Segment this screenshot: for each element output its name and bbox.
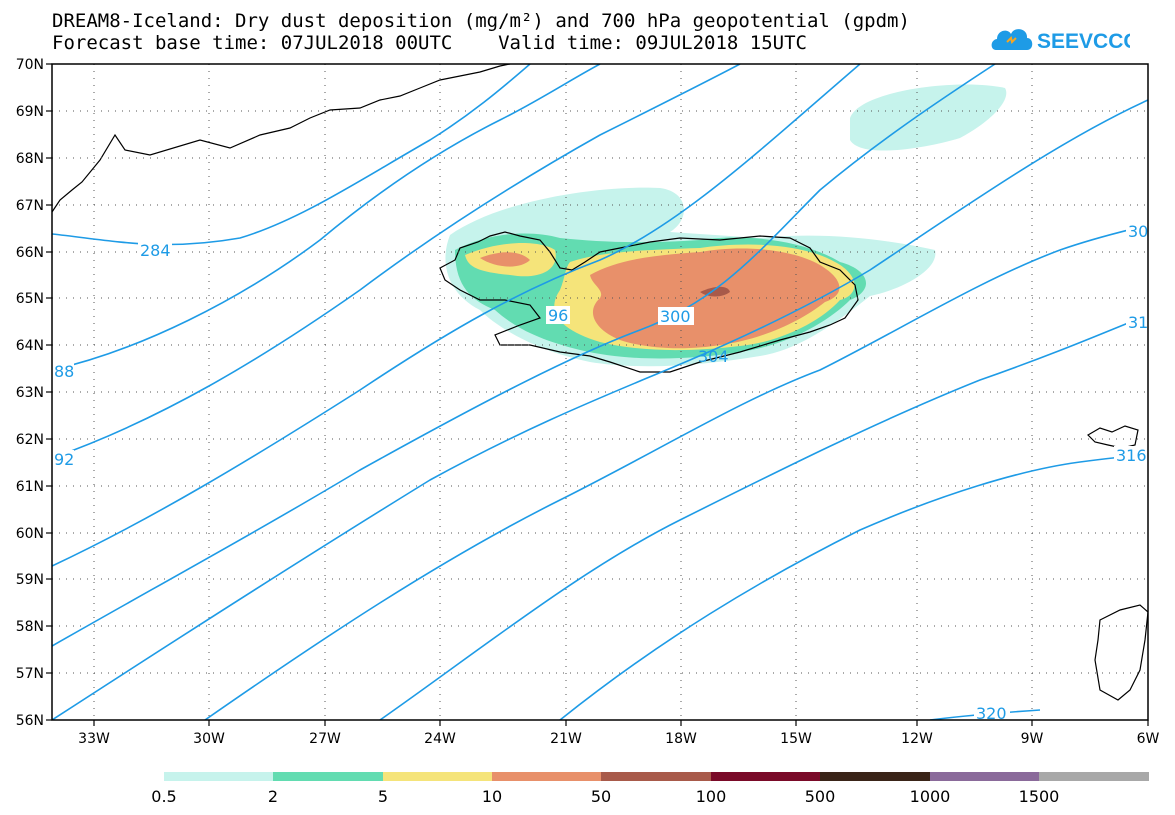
lat-label: 61N	[16, 479, 44, 495]
contour-label: 320	[976, 704, 1007, 723]
contour-label: 316	[1116, 446, 1147, 465]
contour-line	[52, 64, 741, 459]
lon-label: 21W	[550, 731, 582, 747]
contour-line	[559, 454, 1148, 720]
lat-label: 69N	[16, 104, 44, 120]
lat-label: 66N	[16, 245, 44, 261]
legend-label: 0.5	[151, 787, 176, 806]
legend-label: 2	[268, 787, 278, 806]
contour-label: 31	[1128, 313, 1148, 332]
legend-label: 100	[696, 787, 727, 806]
legend-label: 5	[378, 787, 388, 806]
legend-swatch	[820, 772, 930, 781]
legend-swatch	[273, 772, 383, 781]
legend-swatch	[930, 772, 1040, 781]
map-title-line2: Forecast base time: 07JUL2018 00UTC Vali…	[52, 32, 807, 54]
lat-label: 63N	[16, 385, 44, 401]
legend-label: 10	[482, 787, 502, 806]
contour-label: 96	[548, 306, 568, 325]
faroe-coast	[1087, 425, 1139, 449]
legend-swatch	[383, 772, 493, 781]
dust-deposition-field	[445, 84, 1007, 367]
contour-label: 284	[140, 241, 171, 260]
contour-labels: 284 88 92 96 300 304 30 31 316 320	[52, 222, 1148, 723]
legend-swatch	[164, 772, 274, 781]
legend-swatch	[601, 772, 711, 781]
legend-label: 500	[805, 787, 836, 806]
lon-label: 30W	[193, 731, 225, 747]
iceland-coast	[439, 231, 859, 373]
coastlines	[52, 64, 1148, 701]
legend-swatch	[1039, 772, 1149, 781]
geopotential-contours	[52, 64, 1148, 720]
lat-label: 64N	[16, 338, 44, 354]
contour-line	[52, 64, 531, 246]
lat-label: 59N	[16, 572, 44, 588]
seevccc-logo: SEEVCCC	[991, 29, 1130, 53]
contour-line	[52, 64, 601, 371]
lon-label: 27W	[309, 731, 341, 747]
contour-line	[204, 224, 1148, 720]
lon-label: 9W	[1021, 731, 1044, 747]
scotland-coast	[1094, 604, 1148, 701]
lon-label: 18W	[665, 731, 697, 747]
axis-ticks	[46, 63, 1149, 726]
lat-label: 56N	[16, 713, 44, 729]
contour-line	[52, 64, 996, 647]
contour-line	[379, 314, 1148, 720]
lon-label: 24W	[424, 731, 456, 747]
lon-label: 33W	[78, 731, 110, 747]
legend-label: 1500	[1019, 787, 1060, 806]
legend-swatch	[492, 772, 602, 781]
contour-label: 88	[54, 362, 74, 381]
lat-label: 67N	[16, 198, 44, 214]
color-legend: 0.5 2 5 10 50 100 500 1000 1500	[151, 772, 1149, 806]
logo-text: SEEVCCC	[1037, 30, 1130, 53]
lat-label: 58N	[16, 619, 44, 635]
contour-line	[52, 99, 1148, 720]
lon-label: 15W	[780, 731, 812, 747]
legend-label: 50	[591, 787, 611, 806]
contour-label: 92	[54, 450, 74, 469]
contour-line	[52, 64, 861, 567]
lat-label: 65N	[16, 291, 44, 307]
lat-label: 60N	[16, 526, 44, 542]
lat-label: 62N	[16, 432, 44, 448]
lon-label: 6W	[1137, 731, 1160, 747]
contour-label: 30	[1128, 222, 1148, 241]
map-title-line1: DREAM8-Iceland: Dry dust deposition (mg/…	[52, 10, 910, 32]
lat-label: 57N	[16, 666, 44, 682]
contour-label: 304	[698, 347, 729, 366]
greenland-coast	[52, 64, 511, 213]
lon-label: 12W	[901, 731, 933, 747]
dust-area-0-5	[850, 84, 1007, 151]
contour-label: 300	[660, 307, 691, 326]
lat-label: 70N	[16, 57, 44, 73]
legend-swatch	[711, 772, 821, 781]
latitude-labels: 70N 69N 68N 67N 66N 65N 64N 63N 62N 61N …	[16, 57, 44, 729]
longitude-labels: 33W 30W 27W 24W 21W 18W 15W 12W 9W 6W	[78, 731, 1159, 747]
lat-label: 68N	[16, 151, 44, 167]
legend-label: 1000	[910, 787, 951, 806]
graticule	[52, 64, 1148, 720]
dust-area-10	[480, 248, 840, 349]
